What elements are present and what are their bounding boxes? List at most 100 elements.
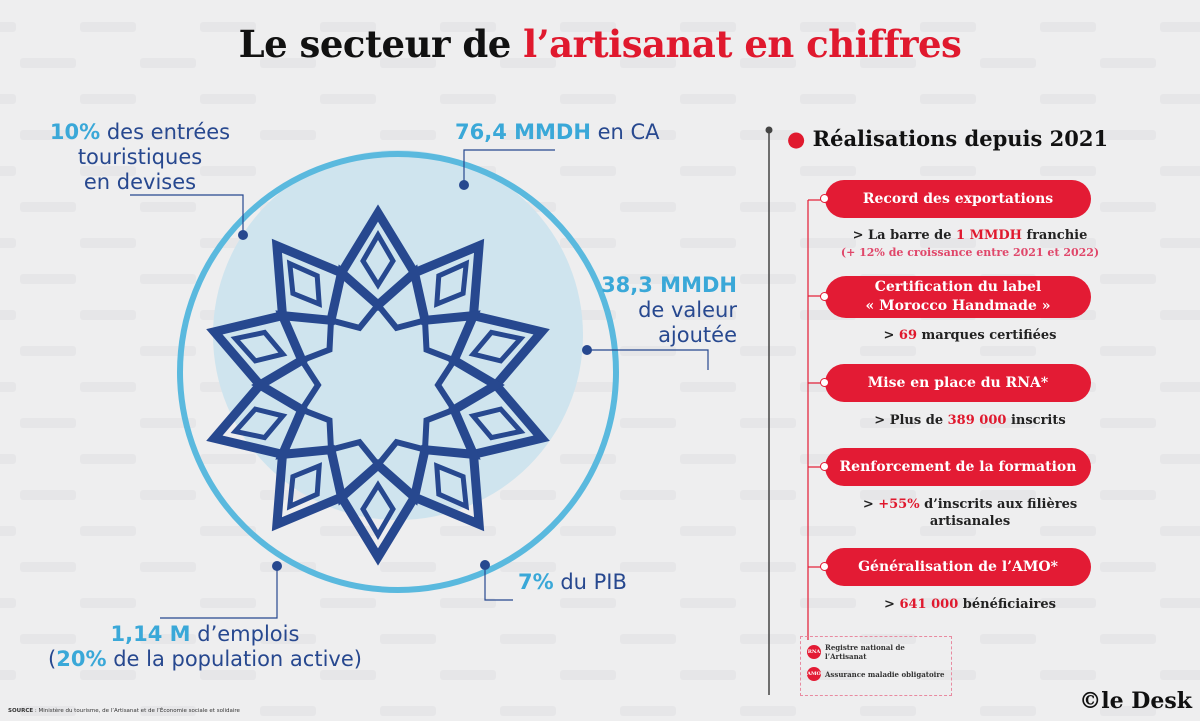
watermark-mark: [140, 634, 196, 644]
brand-logo: ©le Desk: [1079, 688, 1192, 714]
watermark-mark: [1040, 526, 1096, 536]
watermark-mark: [20, 706, 76, 716]
outer-ring: [177, 151, 619, 593]
watermark-mark: [80, 598, 136, 608]
watermark-mark: [260, 130, 316, 140]
watermark-mark: [440, 670, 496, 680]
star-diamond: [360, 230, 396, 290]
watermark-mark: [440, 526, 496, 536]
detail-exports: > La barre de 1 MMDH franchie (+ 12% de …: [840, 228, 1100, 259]
watermark-mark: [1100, 58, 1156, 68]
stat-jobs: 1,14 M d’emplois (20% de la population a…: [48, 622, 362, 671]
watermark-mark: [740, 418, 796, 428]
watermark-mark: [1160, 22, 1200, 32]
watermark-mark: [620, 274, 676, 284]
watermark-mark: [740, 346, 796, 356]
watermark-mark: [1100, 634, 1156, 644]
watermark-mark: [0, 238, 16, 248]
watermark-mark: [200, 454, 256, 464]
watermark-mark: [740, 706, 796, 716]
watermark-mark: [680, 382, 736, 392]
watermark-mark: [260, 58, 316, 68]
watermark-mark: [1100, 274, 1156, 284]
watermark-mark: [0, 670, 16, 680]
connector-lines: [130, 149, 709, 619]
watermark-mark: [920, 670, 976, 680]
watermark-mark: [680, 598, 736, 608]
pill-rna: Mise en place du RNA*: [820, 364, 1091, 402]
watermark-mark: [680, 238, 736, 248]
watermark-mark: [380, 706, 436, 716]
watermark-mark: [1100, 130, 1156, 140]
pill-amo: Généralisation de l’AMO*: [820, 548, 1091, 586]
watermark-mark: [620, 418, 676, 428]
watermark-mark: [1160, 94, 1200, 104]
watermark-mark: [320, 598, 376, 608]
watermark-mark: [0, 454, 16, 464]
star-ring-0: [206, 204, 550, 566]
watermark-mark: [1040, 238, 1096, 248]
watermark-mark: [980, 706, 1036, 716]
star-diamond: [434, 259, 470, 308]
watermark-mark: [140, 346, 196, 356]
watermark-mark: [1160, 310, 1200, 320]
watermark-mark: [980, 490, 1036, 500]
pill-formation: Renforcement de la formation: [820, 448, 1091, 486]
watermark-mark: [20, 274, 76, 284]
watermark-mark: [1040, 94, 1096, 104]
watermark-mark: [140, 58, 196, 68]
star-diamond: [286, 462, 322, 511]
watermark-mark: [1040, 670, 1096, 680]
watermark-mark: [200, 22, 256, 32]
stat-value-added: 38,3 MMDH de valeur ajoutée: [601, 273, 737, 347]
watermark-mark: [920, 526, 976, 536]
watermark-mark: [620, 130, 676, 140]
stat-pib: 7% du PIB: [518, 570, 627, 594]
watermark-mark: [620, 490, 676, 500]
watermark-mark: [740, 58, 796, 68]
watermark-mark: [740, 130, 796, 140]
watermark-mark: [140, 490, 196, 500]
watermark-mark: [800, 22, 856, 32]
legend-item-amo: AMO Assurance maladie obligatoire: [807, 667, 945, 681]
watermark-mark: [200, 94, 256, 104]
watermark-mark: [380, 58, 436, 68]
watermark-mark: [140, 562, 196, 572]
watermark-mark: [1160, 238, 1200, 248]
watermark-mark: [80, 310, 136, 320]
watermark-mark: [500, 490, 556, 500]
watermark-mark: [500, 58, 556, 68]
watermark-mark: [920, 166, 976, 176]
watermark-mark: [680, 670, 736, 680]
star-diamond: [286, 259, 322, 308]
inner-disc: [213, 150, 583, 520]
watermark-mark: [0, 526, 16, 536]
stat-tourism: 10% des entrées touristiques en devises: [49, 120, 231, 194]
connector-dots: [238, 180, 592, 571]
watermark-mark: [1040, 166, 1096, 176]
pill-label: Certification du label « Morocco Handmade…: [820, 276, 1091, 318]
watermark-mark: [1100, 706, 1156, 716]
watermark-mark: [1160, 598, 1200, 608]
watermark-mark: [980, 418, 1036, 428]
pill-exports: Record des exportations: [820, 180, 1091, 218]
watermark-mark: [140, 274, 196, 284]
watermark-mark: [0, 94, 16, 104]
watermark-mark: [80, 238, 136, 248]
watermark-mark: [980, 346, 1036, 356]
watermark-mark: [680, 454, 736, 464]
watermark-mark: [560, 94, 616, 104]
watermark-mark: [0, 166, 16, 176]
star-motif: [206, 204, 550, 566]
watermark-mark: [440, 598, 496, 608]
watermark-mark: [80, 22, 136, 32]
watermark-mark: [680, 22, 736, 32]
watermark-mark: [1160, 670, 1200, 680]
watermark-mark: [740, 634, 796, 644]
watermark-mark: [200, 166, 256, 176]
watermark-mark: [560, 526, 616, 536]
watermark-mark: [140, 202, 196, 212]
watermark-mark: [860, 58, 916, 68]
watermark-mark: [560, 670, 616, 680]
watermark-mark: [1160, 166, 1200, 176]
